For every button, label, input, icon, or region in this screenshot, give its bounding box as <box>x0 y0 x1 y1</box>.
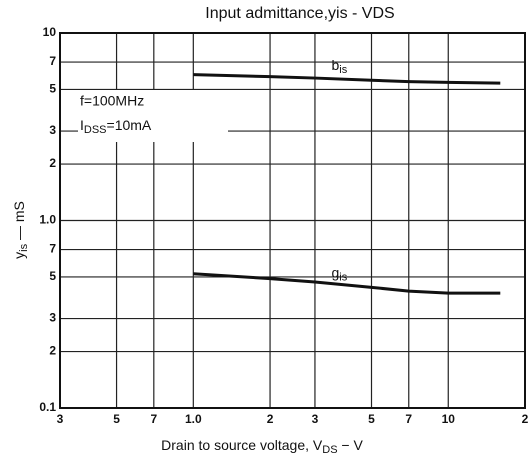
series-name: b <box>332 57 340 73</box>
x-tick-label: 3 <box>312 412 319 426</box>
series-label: gis <box>332 264 348 283</box>
annotation: f=100MHz <box>80 93 144 109</box>
x-tick-label: 7 <box>405 412 412 426</box>
y-tick-label: 2 <box>49 156 56 170</box>
series-line <box>193 73 501 85</box>
y-tick-label: 3 <box>49 311 56 325</box>
y-tick-label: 7 <box>49 54 56 68</box>
x-axis-label: Drain to source voltage, VDS − V <box>161 437 363 456</box>
plot-frame <box>59 32 526 409</box>
series-line <box>193 272 501 295</box>
chart-title: Input admittance,yis - VDS <box>205 5 394 22</box>
x-tick-label: 5 <box>113 412 120 426</box>
y-tick-label: 3 <box>49 123 56 137</box>
x-tick-label: 1.0 <box>185 412 202 426</box>
x-tick-label: 10 <box>442 412 456 426</box>
series-name-sub: is <box>339 64 347 76</box>
y-axis-label: yis — mS <box>11 201 30 259</box>
series-name: g <box>332 264 340 280</box>
annotation-box <box>78 90 228 142</box>
x-tick-label: 2 <box>522 412 529 426</box>
y-tick-label: 1.0 <box>39 213 56 227</box>
x-tick-label: 7 <box>150 412 157 426</box>
y-tick-label: 7 <box>49 242 56 256</box>
y-tick-label: 0.1 <box>39 400 56 414</box>
y-tick-label: 10 <box>43 25 57 39</box>
series-label: bis <box>332 57 348 76</box>
annotation: IDSS=10mA <box>80 117 152 136</box>
x-tick-label: 5 <box>368 412 375 426</box>
x-tick-label: 2 <box>267 412 274 426</box>
y-tick-label: 5 <box>49 269 56 283</box>
series-name-sub: is <box>339 271 347 283</box>
y-tick-label: 2 <box>49 344 56 358</box>
y-tick-label: 5 <box>49 82 56 96</box>
x-tick-label: 3 <box>57 412 64 426</box>
